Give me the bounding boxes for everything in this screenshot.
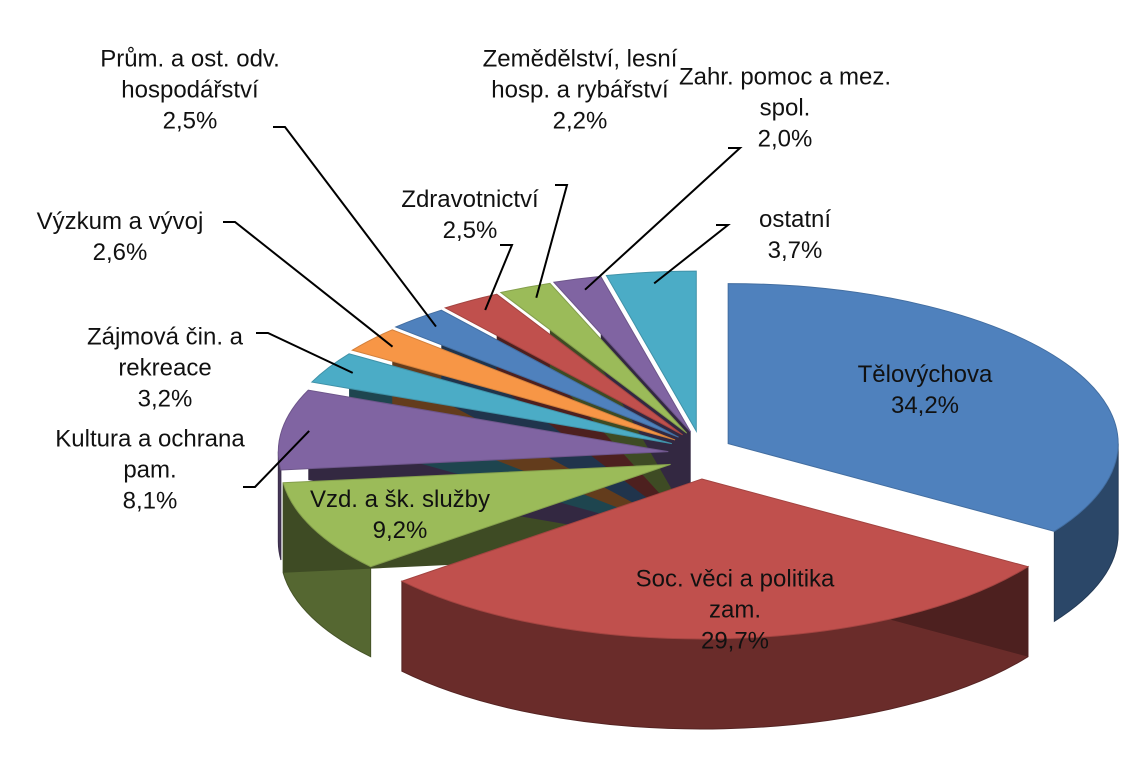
value-label: 8,1% — [122, 487, 178, 515]
value-label: 2,6% — [92, 239, 148, 266]
category-label: Zájmová čin. a rekreace — [86, 323, 244, 382]
data-label: Zájmová čin. a rekreace 3,2% — [55, 322, 275, 415]
slice — [444, 293, 683, 436]
slice — [394, 309, 679, 438]
leader-line — [584, 147, 743, 291]
category-label: Soc. věci a politika zam. — [635, 565, 835, 624]
slice — [282, 463, 671, 568]
value-label: 2,5% — [442, 217, 498, 244]
slice — [727, 283, 1119, 532]
category-label: Zahr. pomoc a mez. spol. — [678, 63, 892, 122]
data-label: Zdravotnictví 2,5% — [370, 184, 570, 246]
data-label: ostatní 3,7% — [725, 204, 865, 266]
category-label: Tělovýchova — [857, 361, 993, 388]
slice — [605, 270, 697, 434]
leader-line — [653, 224, 731, 285]
value-label: 34,2% — [890, 392, 960, 419]
data-label: Prům. a ost. odv. hospodářství 2,5% — [90, 44, 290, 137]
leader-line — [484, 244, 514, 311]
value-label: 3,2% — [137, 385, 193, 413]
data-label: Zemědělství, lesní hosp. a rybářství 2,2% — [480, 44, 680, 137]
slice — [277, 389, 669, 471]
slice — [499, 282, 688, 434]
leader-line — [223, 221, 394, 348]
leader-line — [256, 332, 354, 374]
slice-tops — [277, 270, 1119, 640]
data-label: Výzkum a vývoj 2,6% — [0, 206, 240, 268]
data-label: Tělovýchova 34,2% — [815, 359, 1035, 421]
value-label: 2,0% — [757, 125, 813, 153]
slice — [310, 353, 672, 445]
value-label: 3,7% — [767, 237, 823, 264]
slice — [400, 478, 1030, 640]
category-label: Vzd. a šk. služby — [309, 486, 491, 513]
category-label: Zdravotnictví — [401, 186, 539, 213]
category-label: Výzkum a vývoj — [36, 208, 204, 235]
leader-line — [535, 184, 569, 299]
value-label: 2,2% — [552, 107, 608, 135]
category-label: Kultura a ochrana pam. — [55, 425, 245, 484]
data-label: Zahr. pomoc a mez. spol. 2,0% — [675, 62, 895, 155]
value-label: 29,7% — [700, 627, 770, 655]
data-label: Vzd. a šk. služby 9,2% — [270, 484, 530, 546]
leader-line — [243, 430, 310, 488]
category-label: ostatní — [758, 206, 832, 233]
category-label: Prům. a ost. odv. hospodářství — [100, 45, 280, 104]
value-label: 2,5% — [162, 107, 218, 135]
data-label: Kultura a ochrana pam. 8,1% — [30, 424, 270, 517]
data-label: Soc. věci a politika zam. 29,7% — [625, 564, 845, 657]
slice — [351, 329, 676, 441]
leader-line — [273, 126, 437, 328]
value-label: 9,2% — [372, 517, 428, 544]
category-label: Zemědělství, lesní hosp. a rybářství — [482, 45, 678, 104]
